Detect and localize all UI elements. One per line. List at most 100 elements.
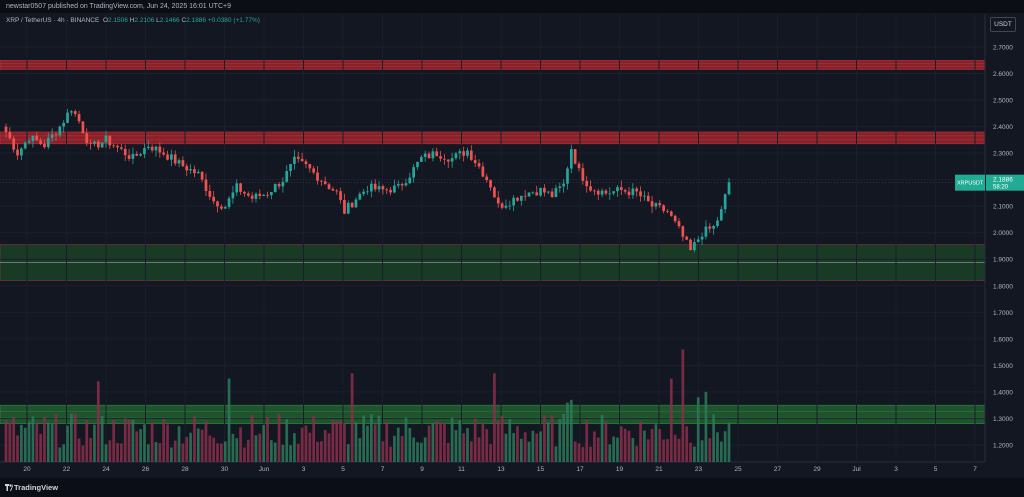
volume-bar (4, 420, 8, 462)
volume-bar (550, 415, 554, 462)
time-axis[interactable]: 20 22 24 26 28 30 Jun 3 5 7 9 11 13 15 17 19 21 23 25 27 29 J… (23, 466, 977, 473)
candle-body (377, 186, 381, 190)
time-tick-label: 26 (142, 466, 150, 473)
candle-body (404, 183, 408, 186)
volume-bar (250, 415, 254, 462)
volume-bar (166, 424, 169, 462)
candle-body (50, 134, 54, 138)
candle-body (435, 151, 439, 157)
candle-body (85, 133, 89, 144)
volume-bar (446, 442, 450, 462)
candle-body (458, 151, 462, 154)
volume-bar (39, 433, 42, 462)
candle-body (89, 143, 92, 144)
candle-body (320, 180, 323, 182)
candle-body (443, 158, 446, 160)
candle-body (173, 154, 177, 164)
volume-bar (104, 444, 108, 462)
published-bar: newstar0507 published on TradingView.com… (0, 0, 1024, 13)
candle-body (481, 166, 485, 177)
candle-body (20, 148, 23, 156)
candle-body (73, 111, 77, 115)
volume-bar (466, 428, 469, 462)
volume-bar (143, 424, 146, 462)
volume-bar (96, 381, 100, 462)
candle-body (266, 194, 269, 196)
published-text: newstar0507 published on TradingView.com… (6, 3, 231, 10)
currency-button[interactable]: USDT (990, 17, 1016, 32)
candle-body (623, 190, 627, 192)
candle-body (546, 191, 550, 193)
last-price-axis-bg (986, 174, 1024, 191)
candle-body (558, 186, 562, 189)
candle-body (639, 191, 642, 197)
candle-body (200, 171, 204, 180)
candle-body (389, 189, 392, 193)
volume-bar (546, 422, 550, 462)
time-tick-label: 9 (420, 466, 424, 473)
volume-bar (719, 441, 723, 462)
candle-body (569, 149, 573, 169)
candle-body (496, 197, 500, 204)
candle-body (523, 195, 527, 197)
candle-body (54, 134, 58, 136)
candle-body (39, 140, 42, 144)
volume-bar (619, 426, 623, 462)
candle-body (439, 156, 442, 159)
volume-bar (704, 391, 708, 462)
volume-bar (231, 433, 235, 462)
candle-body (4, 126, 8, 132)
volume-bar (112, 420, 116, 462)
candle-body (116, 145, 119, 148)
volume-bar (504, 433, 508, 462)
volume-bar (85, 420, 89, 462)
candle-body (123, 148, 127, 156)
volume-bar (127, 419, 131, 462)
volume-bar (508, 419, 512, 462)
candle-body (227, 198, 231, 207)
candle-body (154, 146, 158, 151)
candle-body (419, 156, 423, 162)
candle-body (170, 154, 173, 160)
candle-body (104, 135, 108, 143)
volume-bar (154, 442, 158, 462)
volume-bar (727, 422, 731, 462)
price-tick-label: 2.1000 (993, 204, 1013, 211)
volume-bar (243, 447, 246, 462)
symbol-title: XRP / TetherUS · 4h · BINANCE (6, 17, 100, 24)
time-tick-label: 22 (63, 466, 71, 473)
candle-body (550, 191, 554, 198)
volume-bar (639, 421, 642, 462)
volume-bar (77, 438, 81, 462)
candle-body (616, 187, 619, 192)
time-tick-label: Jun (259, 466, 270, 473)
candle-body (666, 210, 669, 212)
price-tick-label: 1.7000 (993, 310, 1013, 317)
volume-bar (562, 413, 565, 462)
candle-body (708, 226, 712, 229)
candle-body (323, 181, 327, 185)
volume-bar (673, 434, 677, 462)
symbol-legend: XRP / TetherUS · 4h · BINANCE O2.1506 H2… (6, 17, 260, 24)
candle-body (12, 138, 16, 150)
candle-body (396, 183, 400, 186)
zone-volume-zone (0, 404, 986, 425)
volume-bar (450, 418, 454, 462)
price-axis[interactable]: 2.70002.60002.50002.40002.30002.20002.10… (993, 45, 1013, 450)
volume-bar (158, 442, 162, 462)
price-tick-label: 2.0000 (993, 230, 1013, 237)
volume-bar (335, 421, 339, 462)
candle-body (58, 126, 62, 136)
candle-body (166, 154, 169, 160)
volume-bar (212, 437, 216, 462)
volume-bar (723, 431, 727, 462)
volume-bar (308, 432, 312, 462)
volume-bar (596, 437, 600, 462)
low-value: 2.1466 (159, 17, 180, 24)
candle-body (539, 187, 542, 196)
volume-bar (93, 424, 96, 462)
price-tick-label: 1.5000 (993, 363, 1013, 370)
volume-bar (566, 402, 569, 462)
volume-bar (604, 421, 608, 462)
